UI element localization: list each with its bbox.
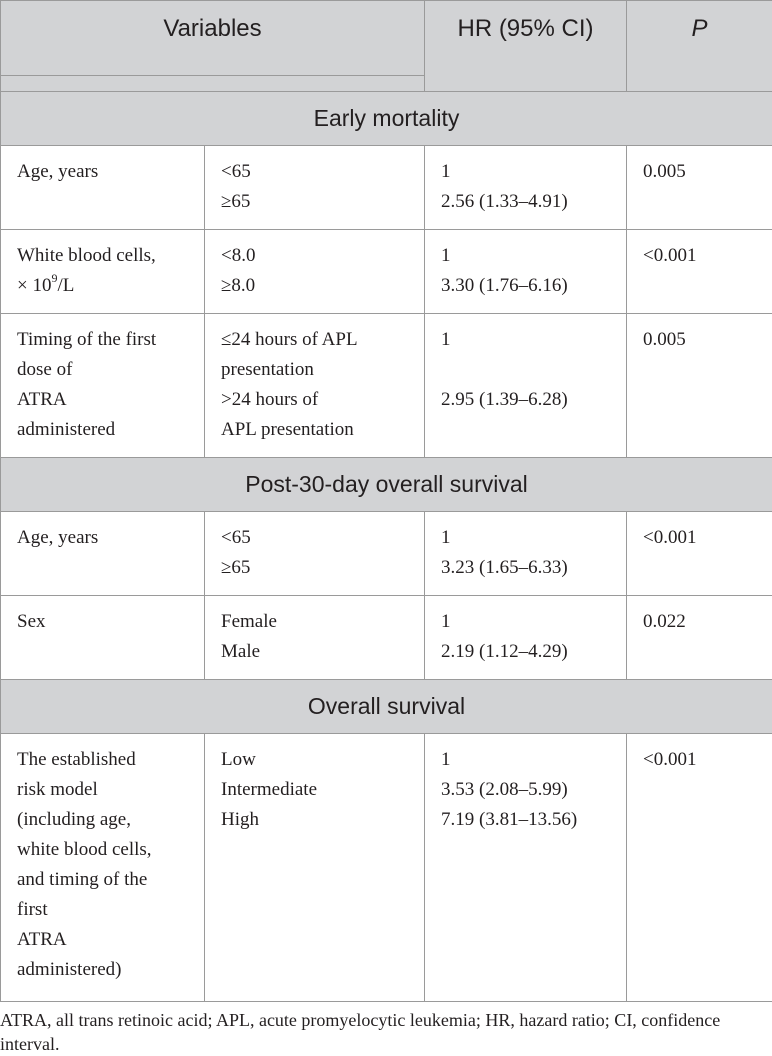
level-cell: <65 ≥65 bbox=[205, 512, 425, 596]
section-header-overall-survival: Overall survival bbox=[1, 680, 772, 734]
header-underline bbox=[1, 75, 424, 76]
level-cell: Low Intermediate High bbox=[205, 734, 425, 1002]
table-row: Age, years <65 ≥65 1 3.23 (1.65–6.33) <0… bbox=[1, 512, 772, 596]
variable-cell: Timing of the first dose of ATRA adminis… bbox=[1, 314, 205, 458]
hr-cell: 1 3.30 (1.76–6.16) bbox=[425, 230, 627, 314]
section-header-post-30-day-survival: Post-30-day overall survival bbox=[1, 458, 772, 512]
header-hr: HR (95% CI) bbox=[425, 1, 627, 92]
table-header-row: Variables HR (95% CI) P bbox=[1, 1, 772, 92]
header-p: P bbox=[627, 1, 772, 92]
hr-cell: 1 2.56 (1.33–4.91) bbox=[425, 146, 627, 230]
table-row: Timing of the first dose of ATRA adminis… bbox=[1, 314, 772, 458]
header-variables: Variables bbox=[1, 1, 425, 92]
hazard-ratio-table: Variables HR (95% CI) P Early mortality … bbox=[0, 0, 772, 1002]
level-cell: <65 ≥65 bbox=[205, 146, 425, 230]
table-row: White blood cells, × 109/L <8.0 ≥8.0 1 3… bbox=[1, 230, 772, 314]
variable-cell: Age, years bbox=[1, 146, 205, 230]
p-value-cell: 0.022 bbox=[627, 596, 772, 680]
section-header-early-mortality: Early mortality bbox=[1, 92, 772, 146]
variable-cell: Age, years bbox=[1, 512, 205, 596]
variable-cell: Sex bbox=[1, 596, 205, 680]
table-row: Age, years <65 ≥65 1 2.56 (1.33–4.91) 0.… bbox=[1, 146, 772, 230]
table-row: The established risk model (including ag… bbox=[1, 734, 772, 1002]
p-value-cell: 0.005 bbox=[627, 146, 772, 230]
p-value-cell: <0.001 bbox=[627, 734, 772, 1002]
hr-cell: 1 2.95 (1.39–6.28) bbox=[425, 314, 627, 458]
level-cell: Female Male bbox=[205, 596, 425, 680]
hr-cell: 1 3.23 (1.65–6.33) bbox=[425, 512, 627, 596]
variable-cell: The established risk model (including ag… bbox=[1, 734, 205, 1002]
table-row: Sex Female Male 1 2.19 (1.12–4.29) 0.022 bbox=[1, 596, 772, 680]
p-value-cell: <0.001 bbox=[627, 512, 772, 596]
level-cell: <8.0 ≥8.0 bbox=[205, 230, 425, 314]
p-value-cell: 0.005 bbox=[627, 314, 772, 458]
variable-cell: White blood cells, × 109/L bbox=[1, 230, 205, 314]
p-value-cell: <0.001 bbox=[627, 230, 772, 314]
table-footnote: ATRA, all trans retinoic acid; APL, acut… bbox=[0, 1008, 772, 1056]
hr-cell: 1 3.53 (2.08–5.99) 7.19 (3.81–13.56) bbox=[425, 734, 627, 1002]
hr-cell: 1 2.19 (1.12–4.29) bbox=[425, 596, 627, 680]
level-cell: ≤24 hours of APL presentation >24 hours … bbox=[205, 314, 425, 458]
